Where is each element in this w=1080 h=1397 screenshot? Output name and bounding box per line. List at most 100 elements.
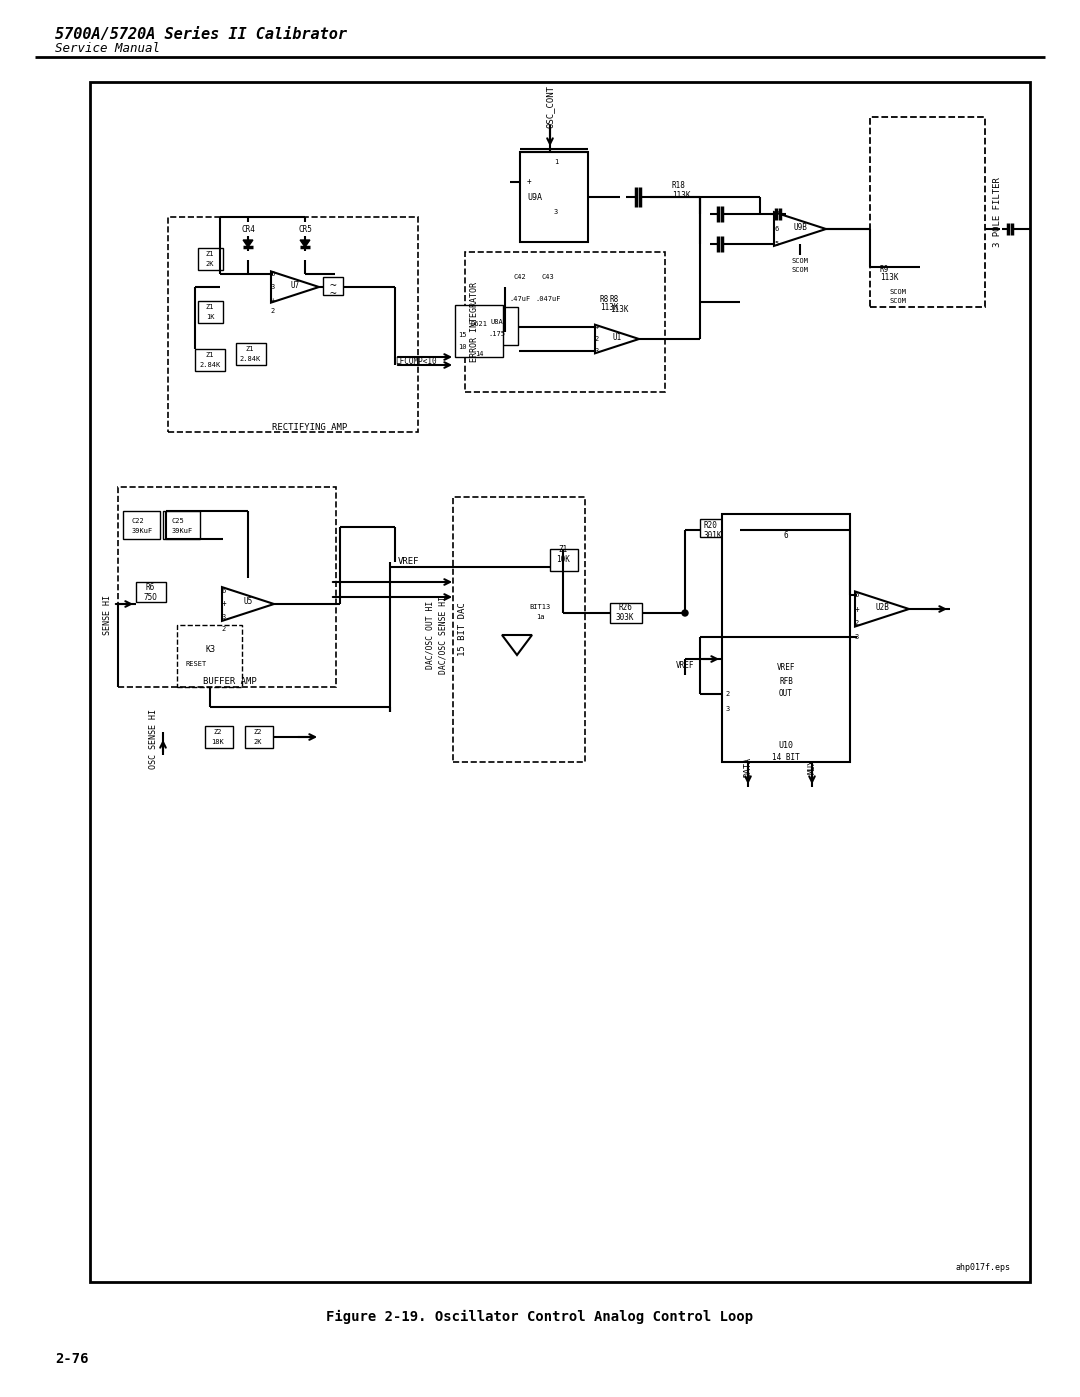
- Text: 3: 3: [855, 634, 859, 640]
- Text: 3: 3: [221, 615, 226, 620]
- Text: ~: ~: [329, 289, 336, 299]
- Text: 2: 2: [221, 626, 226, 631]
- Text: Z2: Z2: [214, 729, 222, 735]
- Text: 2: 2: [726, 692, 730, 697]
- Text: 15: 15: [458, 332, 467, 338]
- Text: U10: U10: [779, 742, 794, 750]
- Text: 75O: 75O: [143, 592, 157, 602]
- Text: 2: 2: [595, 337, 599, 342]
- Text: 303K: 303K: [616, 612, 634, 622]
- Bar: [136, 583, 166, 602]
- Bar: [723, 514, 850, 761]
- Text: VREF: VREF: [777, 662, 795, 672]
- Bar: [237, 344, 266, 365]
- Text: 2: 2: [855, 620, 859, 626]
- Text: U7: U7: [291, 281, 299, 289]
- Bar: [610, 604, 642, 623]
- Text: 14: 14: [475, 351, 483, 358]
- Text: 2K: 2K: [206, 261, 214, 267]
- Text: 6: 6: [271, 271, 275, 277]
- Text: CR4: CR4: [241, 225, 255, 233]
- Text: C42: C42: [514, 274, 526, 279]
- Text: VREF: VREF: [676, 661, 694, 669]
- Text: SCOM: SCOM: [890, 289, 907, 295]
- Text: U9A: U9A: [527, 193, 542, 201]
- Text: SCOM: SCOM: [792, 258, 809, 264]
- Text: 10K: 10K: [556, 555, 570, 563]
- Text: 113K: 113K: [610, 305, 629, 313]
- Text: R8: R8: [610, 295, 619, 303]
- Text: .47uF: .47uF: [510, 296, 530, 302]
- Text: U2B: U2B: [875, 602, 889, 612]
- Text: R26: R26: [618, 602, 632, 612]
- Text: 39KuF: 39KuF: [132, 528, 153, 534]
- Text: 2: 2: [271, 307, 275, 314]
- Text: RESET: RESET: [186, 661, 206, 666]
- Text: 7: 7: [774, 211, 779, 217]
- Text: 113K: 113K: [600, 303, 619, 313]
- Text: U9B: U9B: [793, 222, 807, 232]
- Text: Z1: Z1: [246, 346, 254, 352]
- Text: 2K: 2K: [254, 739, 262, 745]
- Bar: [245, 726, 273, 747]
- Text: C22: C22: [132, 518, 145, 524]
- Bar: [177, 624, 242, 687]
- Text: 1a: 1a: [536, 615, 544, 620]
- Text: +: +: [854, 605, 860, 613]
- Text: DATA: DATA: [743, 757, 753, 777]
- Text: SENSE HI: SENSE HI: [104, 595, 112, 636]
- Text: 2.84K: 2.84K: [240, 356, 260, 362]
- Bar: [870, 117, 985, 307]
- Text: 3: 3: [726, 705, 730, 712]
- Bar: [195, 349, 225, 372]
- Text: 113K: 113K: [880, 274, 899, 282]
- Text: 39KuF: 39KuF: [172, 528, 193, 534]
- Bar: [476, 307, 518, 345]
- Text: +: +: [595, 324, 599, 330]
- Text: 3: 3: [595, 348, 599, 353]
- Text: R9: R9: [880, 264, 889, 274]
- Text: CR5: CR5: [298, 225, 312, 233]
- Text: R6: R6: [146, 583, 154, 591]
- Text: R8: R8: [600, 295, 609, 303]
- Text: BIT13: BIT13: [529, 604, 551, 610]
- Text: 14 BIT: 14 BIT: [772, 753, 800, 763]
- Bar: [205, 726, 233, 747]
- Text: C43: C43: [542, 274, 554, 279]
- Text: 6: 6: [855, 592, 859, 598]
- Text: U8A: U8A: [490, 319, 503, 326]
- Bar: [123, 511, 160, 539]
- Text: RECTIFYING AMP: RECTIFYING AMP: [272, 422, 348, 432]
- Text: 18K: 18K: [212, 739, 225, 745]
- Text: .047uF: .047uF: [536, 296, 561, 302]
- Polygon shape: [243, 240, 253, 247]
- Text: R18: R18: [672, 180, 686, 190]
- Text: .175: .175: [488, 331, 505, 337]
- Text: BUFFER AMP: BUFFER AMP: [203, 678, 257, 686]
- Text: VREF: VREF: [399, 557, 419, 567]
- Bar: [550, 549, 578, 571]
- Text: SCOM: SCOM: [792, 267, 809, 272]
- Bar: [453, 497, 585, 761]
- Text: OUT: OUT: [779, 690, 793, 698]
- Text: OSC SENSE HI: OSC SENSE HI: [149, 710, 158, 768]
- Text: 1K: 1K: [206, 314, 214, 320]
- Bar: [198, 249, 222, 270]
- Text: U1: U1: [612, 332, 622, 341]
- Text: Z1: Z1: [206, 305, 214, 310]
- Text: 3 POLE FILTER: 3 POLE FILTER: [993, 177, 1001, 247]
- Text: +: +: [221, 599, 227, 609]
- Text: 6: 6: [774, 226, 779, 232]
- Text: K3: K3: [205, 644, 215, 654]
- Text: 10: 10: [458, 344, 467, 351]
- Text: ahp017f.eps: ahp017f.eps: [955, 1263, 1010, 1271]
- Text: ERROR INTEGRATOR: ERROR INTEGRATOR: [470, 282, 480, 362]
- Text: LFCOMP<10: LFCOMP<10: [395, 358, 436, 366]
- Text: 3: 3: [554, 210, 558, 215]
- Text: C25: C25: [172, 518, 185, 524]
- Text: RFB: RFB: [779, 676, 793, 686]
- Text: 3: 3: [271, 284, 275, 291]
- Text: Z1: Z1: [206, 251, 214, 257]
- Text: +: +: [527, 177, 531, 187]
- Text: 6: 6: [784, 531, 788, 539]
